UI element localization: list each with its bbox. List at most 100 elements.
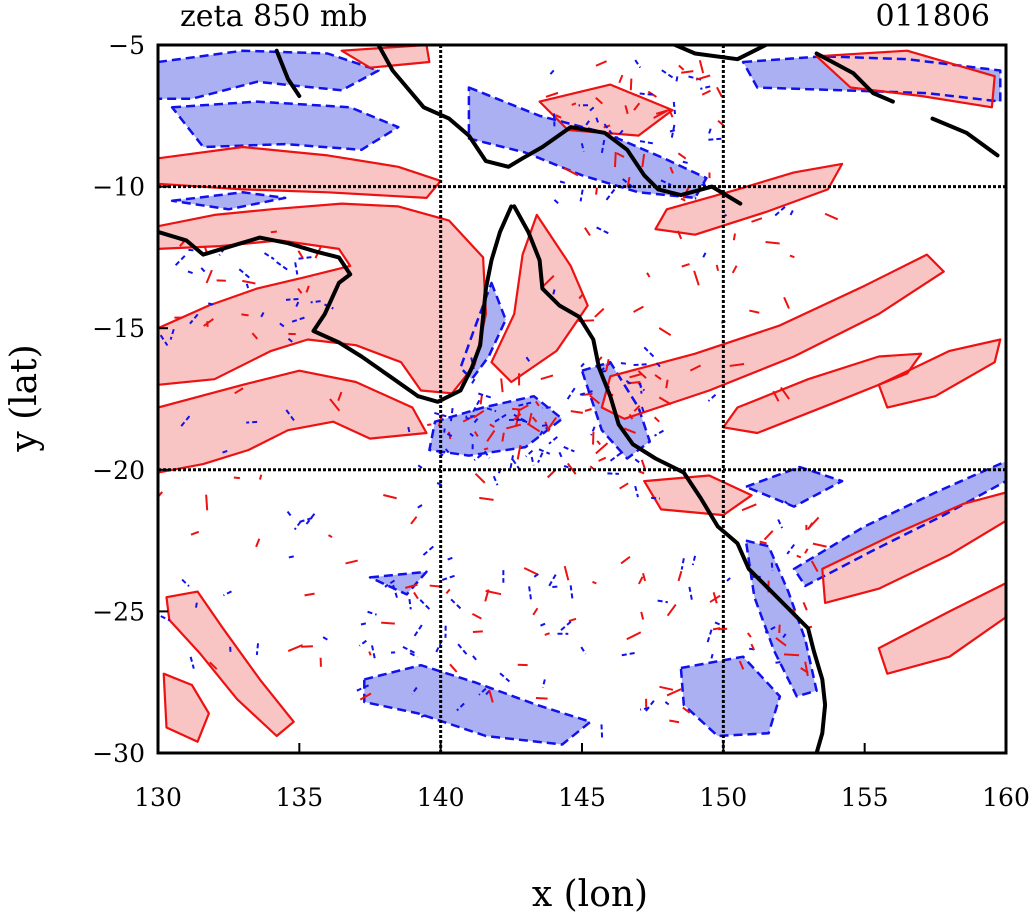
contour-fragment <box>632 363 647 367</box>
contour-fragment <box>618 74 624 84</box>
contour-fragment <box>289 316 305 324</box>
contour-fragment <box>682 706 691 714</box>
contour-fragment <box>625 379 633 386</box>
contour-fragment <box>539 622 546 627</box>
contour-fragment <box>595 60 607 67</box>
contour-fragment <box>358 639 367 647</box>
contour-fragment <box>670 124 676 140</box>
contour-fragment <box>707 394 717 402</box>
contour-fragment <box>658 327 672 337</box>
contour-fragment <box>596 440 601 446</box>
contour-fragment <box>644 700 655 713</box>
contour-fragment <box>297 287 303 294</box>
contour-fragment <box>569 585 574 601</box>
contour-fragment <box>356 684 370 692</box>
contour-fragment <box>255 643 260 656</box>
contour-fragment <box>620 555 631 565</box>
grid-lines <box>158 45 1006 753</box>
contour-fragment <box>672 101 677 115</box>
positive-contour-qld-south <box>643 474 753 517</box>
x-tick-label: 145 <box>558 783 606 812</box>
contour-fragment <box>605 359 610 372</box>
contour-fragment <box>654 429 664 437</box>
contour-fragment <box>677 570 683 582</box>
contour-fragment <box>640 611 645 620</box>
contour-fragment <box>516 444 522 460</box>
contour-fragment <box>629 373 642 379</box>
negative-contour-nw-top-band <box>158 49 380 101</box>
contour-fragment <box>615 129 624 140</box>
positive-region-coral-sea-band-3 <box>878 339 1001 408</box>
contour-fragment <box>427 423 432 427</box>
contour-fragment <box>705 629 713 646</box>
contour-fragment <box>384 579 396 588</box>
contour-fragment <box>675 76 679 84</box>
contour-fragment <box>580 362 585 368</box>
contour-fragment <box>245 283 250 289</box>
contour-fragment <box>478 392 493 400</box>
negative-region-carpentaria-south <box>429 396 563 456</box>
contour-fragment <box>693 270 700 286</box>
contour-fragment <box>402 645 417 655</box>
contour-fragment <box>812 542 827 548</box>
y-tick-label: −20 <box>92 456 145 485</box>
contour-fragment <box>473 409 485 419</box>
positive-region-gulf-top-end <box>158 203 486 394</box>
contour-fragment <box>788 210 794 219</box>
contour-fragment <box>484 589 490 602</box>
contour-fragment <box>187 270 195 275</box>
contour-fragment <box>759 540 767 545</box>
contour-fragment <box>527 412 533 425</box>
contour-fragment <box>641 406 646 415</box>
contour-fragment <box>450 598 463 610</box>
contour-fragment <box>259 312 265 320</box>
contour-fragment <box>223 590 232 597</box>
negative-contour-sw-blob-2 <box>368 570 428 596</box>
contour-fragment <box>563 446 575 453</box>
contour-fragment <box>246 420 258 424</box>
contour-fragment <box>548 574 557 587</box>
contour-fragment <box>263 252 275 260</box>
contour-fragment <box>538 424 548 428</box>
contour-fragment <box>780 386 790 400</box>
contour-fragment <box>563 465 569 469</box>
contour-fragment <box>601 362 612 371</box>
contour-fragment <box>665 379 669 389</box>
contour-fragment <box>472 417 479 425</box>
contour-fragment <box>473 454 483 462</box>
contour-fragment <box>655 362 661 368</box>
contour-fragment <box>287 555 294 559</box>
contour-fragment <box>678 64 685 71</box>
contour-fragment <box>407 426 411 436</box>
contour-fragment <box>473 431 479 437</box>
contour-fragment <box>646 272 651 278</box>
contour-fragment <box>689 364 702 372</box>
positive-region-coral-sea-band-2 <box>723 353 922 433</box>
positive-region-ne-top-fill <box>816 50 995 108</box>
contour-fragment <box>570 410 583 414</box>
y-axis-label: y (lat) <box>4 344 45 452</box>
positive-contour-sw-streak-2 <box>162 672 210 743</box>
contour-fragment <box>489 423 495 428</box>
contour-fragment <box>554 114 562 119</box>
contour-fragment <box>770 562 774 572</box>
contour-fragment <box>616 152 625 158</box>
contour-fragment <box>392 584 399 600</box>
contour-fragment <box>666 603 677 617</box>
contour-fragment <box>595 117 600 126</box>
contour-fragment <box>639 382 643 394</box>
positive-contour-se-corner <box>877 582 1006 675</box>
coastline-png-south-coast <box>376 45 743 206</box>
contour-fragment <box>345 559 358 565</box>
contour-fragment <box>633 102 641 111</box>
contour-fragment <box>472 655 478 662</box>
contour-fragment <box>750 643 756 651</box>
contour-fragment <box>682 160 690 165</box>
contour-fragment <box>633 404 641 412</box>
contour-fragment <box>270 230 278 234</box>
negative-vorticity-contours <box>158 49 1006 746</box>
contour-fragment <box>643 346 655 358</box>
contour-fragment <box>499 672 511 683</box>
contour-fragment <box>592 580 597 585</box>
contour-fragment <box>465 416 470 420</box>
